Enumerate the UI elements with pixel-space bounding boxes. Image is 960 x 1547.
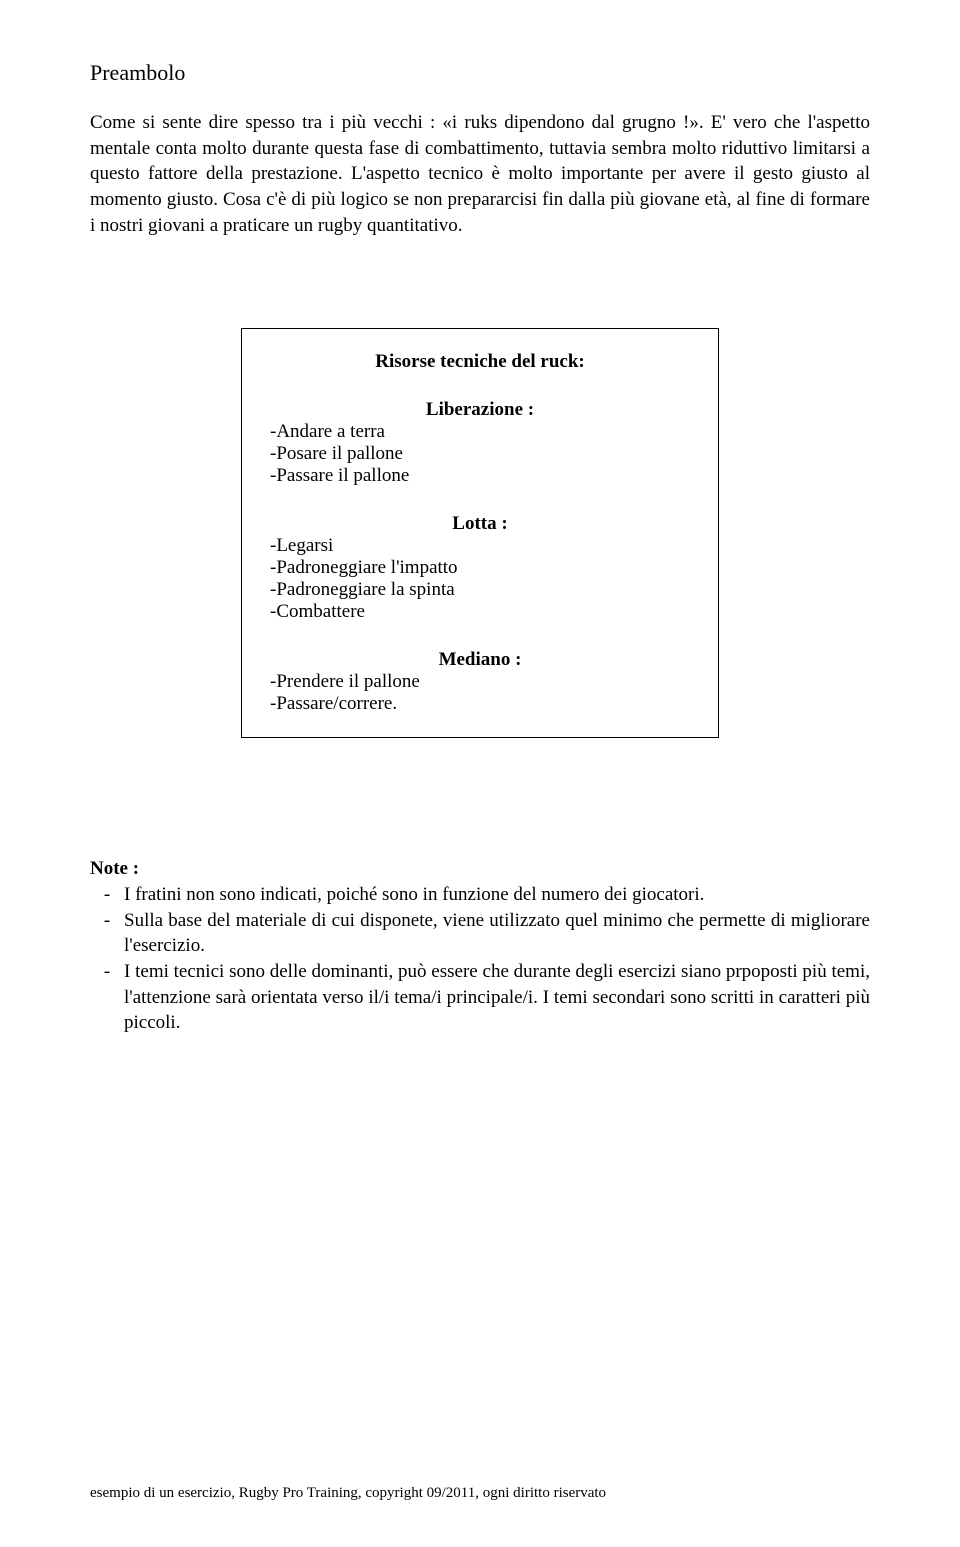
note-item: - I temi tecnici sono delle dominanti, p… <box>90 959 870 1036</box>
note-item: - I fratini non sono indicati, poiché so… <box>90 882 870 908</box>
page: Preambolo Come si sente dire spesso tra … <box>0 0 960 1547</box>
box-wrapper: Risorse tecniche del ruck: Liberazione :… <box>90 328 870 738</box>
footer-text: esempio di un esercizio, Rugby Pro Train… <box>90 1485 606 1502</box>
group-head: Mediano : <box>270 649 690 671</box>
group-item: -Passare il pallone <box>270 465 690 487</box>
dash-icon: - <box>90 882 124 908</box>
group-item: -Padroneggiare la spinta <box>270 579 690 601</box>
group-liberazione: Liberazione : -Andare a terra -Posare il… <box>270 399 690 487</box>
group-item: -Posare il pallone <box>270 443 690 465</box>
group-head: Liberazione : <box>270 399 690 421</box>
group-item: -Padroneggiare l'impatto <box>270 557 690 579</box>
group-item: -Passare/correre. <box>270 693 690 715</box>
resources-box: Risorse tecniche del ruck: Liberazione :… <box>241 328 719 738</box>
group-item: -Combattere <box>270 601 690 623</box>
dash-icon: - <box>90 959 124 1036</box>
box-title: Risorse tecniche del ruck: <box>270 351 690 373</box>
note-text: Sulla base del materiale di cui disponet… <box>124 908 870 959</box>
group-lotta: Lotta : -Legarsi -Padroneggiare l'impatt… <box>270 513 690 623</box>
notes-list: - I fratini non sono indicati, poiché so… <box>90 882 870 1036</box>
intro-paragraph: Come si sente dire spesso tra i più vecc… <box>90 110 870 238</box>
dash-icon: - <box>90 908 124 959</box>
group-item: -Andare a terra <box>270 421 690 443</box>
group-item: -Prendere il pallone <box>270 671 690 693</box>
note-text: I temi tecnici sono delle dominanti, può… <box>124 959 870 1036</box>
group-mediano: Mediano : -Prendere il pallone -Passare/… <box>270 649 690 715</box>
group-item: -Legarsi <box>270 535 690 557</box>
group-head: Lotta : <box>270 513 690 535</box>
note-text: I fratini non sono indicati, poiché sono… <box>124 882 870 908</box>
notes-heading: Note : <box>90 858 870 880</box>
page-title: Preambolo <box>90 60 870 86</box>
note-item: - Sulla base del materiale di cui dispon… <box>90 908 870 959</box>
